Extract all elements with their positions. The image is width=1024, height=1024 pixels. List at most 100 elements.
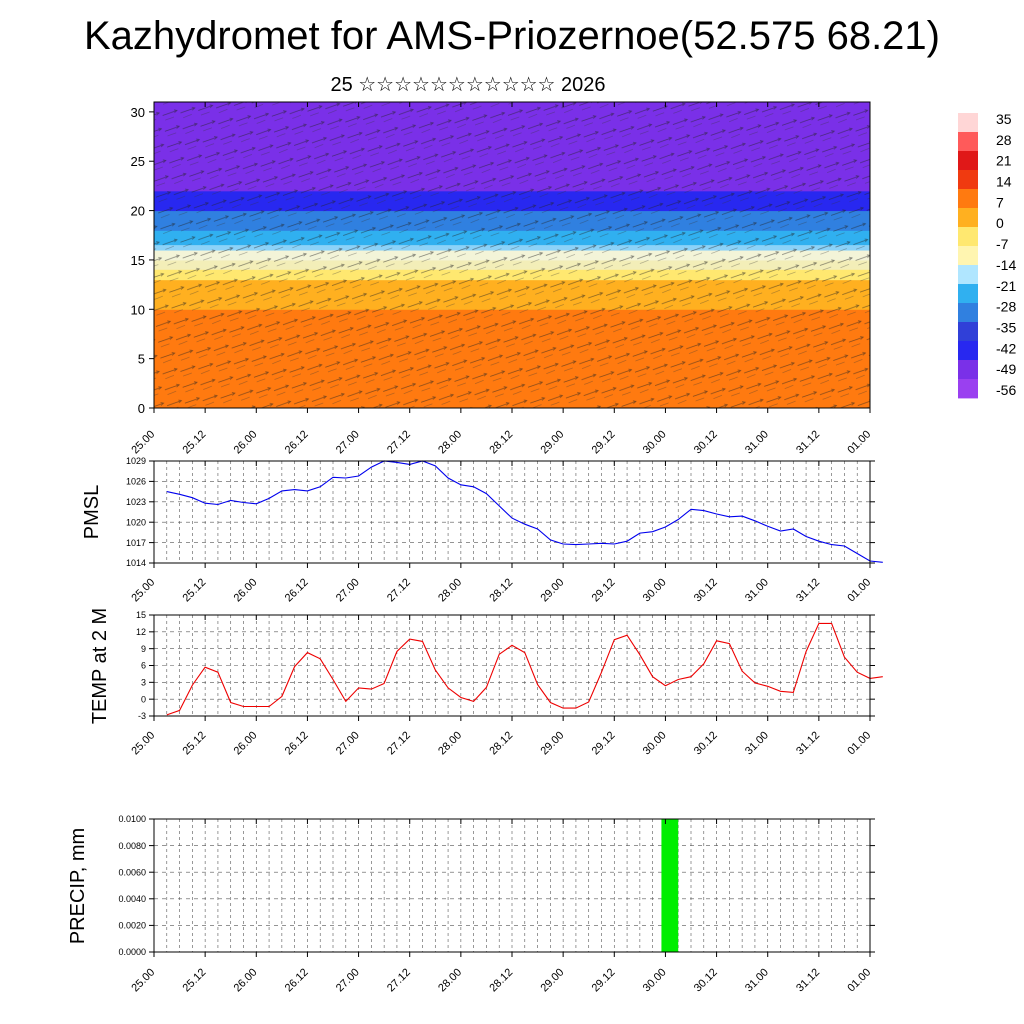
y-tick-label: 30 bbox=[131, 105, 145, 120]
x-tick-label: 28.00 bbox=[436, 576, 464, 604]
y-tick-label: 0.0000 bbox=[118, 947, 146, 957]
x-tick-label: 26.12 bbox=[283, 966, 311, 994]
colorbar-label: -56 bbox=[996, 382, 1016, 398]
x-tick-label: 27.00 bbox=[334, 729, 362, 757]
colorbar-swatch bbox=[958, 113, 978, 133]
x-tick-label: 29.12 bbox=[590, 729, 618, 757]
colorbar-label: -7 bbox=[996, 236, 1009, 252]
wind-vector-field bbox=[154, 102, 870, 408]
x-tick-label: 27.12 bbox=[385, 428, 413, 456]
colorbar-swatch bbox=[958, 227, 978, 247]
x-tick-label: 28.12 bbox=[487, 428, 515, 456]
precip-y-label: PRECIP, mm bbox=[67, 828, 89, 944]
x-tick-label: 26.00 bbox=[232, 428, 260, 456]
y-tick-label: 0.0100 bbox=[118, 814, 146, 824]
x-tick-label: 25.00 bbox=[129, 576, 157, 604]
x-tick-label: 27.00 bbox=[334, 966, 362, 994]
colorbar-label: 35 bbox=[996, 111, 1012, 127]
colorbar-swatch bbox=[958, 189, 978, 209]
colorbar-swatch bbox=[958, 170, 978, 190]
x-tick-label: 31.12 bbox=[794, 729, 822, 757]
x-tick-label: 30.12 bbox=[692, 966, 720, 994]
x-tick-label: 29.00 bbox=[538, 729, 566, 757]
x-tick-label: 30.12 bbox=[692, 729, 720, 757]
y-tick-label: 0.0060 bbox=[118, 867, 146, 877]
x-tick-label: 27.00 bbox=[334, 428, 362, 456]
y-tick-label: 5 bbox=[138, 352, 145, 367]
colorbar-swatch bbox=[958, 303, 978, 323]
chart-title: Kazhydromet for AMS-Priozernoe(52.575 68… bbox=[84, 14, 940, 58]
y-tick-label: 15 bbox=[131, 253, 145, 268]
y-tick-label: 1029 bbox=[126, 456, 146, 466]
x-tick-label: 27.00 bbox=[334, 576, 362, 604]
x-tick-label: 29.12 bbox=[590, 576, 618, 604]
y-tick-label: 15 bbox=[136, 610, 146, 620]
x-tick-label: 25.12 bbox=[180, 428, 208, 456]
colorbar-label: -49 bbox=[996, 361, 1016, 377]
x-tick-label: 29.00 bbox=[538, 428, 566, 456]
y-tick-label: 1017 bbox=[126, 538, 146, 548]
y-tick-label: 0.0020 bbox=[118, 921, 146, 931]
x-tick-label: 25.12 bbox=[180, 966, 208, 994]
colorbar-swatch bbox=[958, 132, 978, 152]
y-tick-label: 1014 bbox=[126, 558, 146, 568]
x-tick-label: 01.00 bbox=[845, 966, 873, 994]
colorbar-swatch bbox=[958, 284, 978, 304]
y-tick-label: 12 bbox=[136, 627, 146, 637]
precip-y-axis: 0.0000 0.0020 0.0040 0.0060 0.0080 0.0100 bbox=[118, 814, 875, 957]
y-tick-label: 6 bbox=[141, 661, 146, 671]
x-tick-label: 29.12 bbox=[590, 428, 618, 456]
colorbar-label: -28 bbox=[996, 299, 1016, 315]
colorbar-label: -21 bbox=[996, 278, 1016, 294]
x-tick-label: 25.12 bbox=[180, 576, 208, 604]
colorbar-label: -14 bbox=[996, 257, 1016, 273]
colorbar-swatch bbox=[958, 360, 978, 380]
x-tick-label: 28.00 bbox=[436, 966, 464, 994]
x-tick-label: 26.00 bbox=[232, 729, 260, 757]
x-tick-label: 31.00 bbox=[743, 729, 771, 757]
y-tick-label: 1026 bbox=[126, 477, 146, 487]
pmsl-grid bbox=[154, 461, 870, 563]
y-tick-label: 0.0040 bbox=[118, 894, 146, 904]
x-tick-label: 27.12 bbox=[385, 729, 413, 757]
colorbar-label: 28 bbox=[996, 132, 1012, 148]
x-tick-label: 01.00 bbox=[845, 428, 873, 456]
y-tick-label: 0 bbox=[141, 694, 146, 704]
x-tick-label: 28.12 bbox=[487, 966, 515, 994]
y-tick-label: 3 bbox=[141, 677, 146, 687]
x-tick-label: 26.12 bbox=[283, 428, 311, 456]
colorbar-swatch bbox=[958, 151, 978, 171]
cross-section-y-axis: 0 5 10 15 20 25 30 bbox=[131, 105, 154, 416]
chart-subtitle: 25 ☆☆☆☆☆☆☆☆☆☆☆ 2026 bbox=[330, 74, 606, 96]
colorbar-swatch bbox=[958, 265, 978, 285]
x-tick-label: 25.12 bbox=[180, 729, 208, 757]
y-tick-label: 20 bbox=[131, 204, 145, 219]
colorbar-swatch bbox=[958, 208, 978, 228]
colorbar-swatch bbox=[958, 322, 978, 342]
y-tick-label: 9 bbox=[141, 644, 146, 654]
y-tick-label: -3 bbox=[138, 711, 146, 721]
colorbar-label: 14 bbox=[996, 174, 1012, 190]
y-tick-label: 1023 bbox=[126, 497, 146, 507]
x-tick-label: 30.12 bbox=[692, 576, 720, 604]
x-tick-label: 27.12 bbox=[385, 576, 413, 604]
temp-series-line bbox=[166, 622, 883, 716]
x-tick-label: 31.00 bbox=[743, 966, 771, 994]
temp-y-label: TEMP at 2 M bbox=[89, 608, 111, 724]
x-tick-label: 26.12 bbox=[283, 729, 311, 757]
x-tick-label: 31.00 bbox=[743, 428, 771, 456]
colorbar-legend: 35 28 21 14 7 0 -7 -14 -21 -28 -35 -42 -49 -56 bbox=[958, 111, 1016, 399]
precip-grid bbox=[154, 819, 870, 952]
colorbar-label: -35 bbox=[996, 319, 1016, 335]
precip-panel: 0.0000 0.0020 0.0040 0.0060 0.0080 0.0100 25.… bbox=[67, 814, 875, 994]
x-tick-label: 29.12 bbox=[590, 966, 618, 994]
x-tick-label: 26.12 bbox=[283, 576, 311, 604]
y-tick-label: 10 bbox=[131, 302, 145, 317]
x-tick-label: 25.00 bbox=[129, 428, 157, 456]
x-tick-label: 28.12 bbox=[487, 729, 515, 757]
x-tick-label: 29.00 bbox=[538, 576, 566, 604]
pmsl-y-label: PMSL bbox=[81, 485, 103, 539]
pmsl-x-axis: 25.00 25.12 26.00 26.12 27.00 27.12 28.00 28.12… bbox=[129, 461, 873, 604]
precip-bars bbox=[661, 819, 679, 952]
